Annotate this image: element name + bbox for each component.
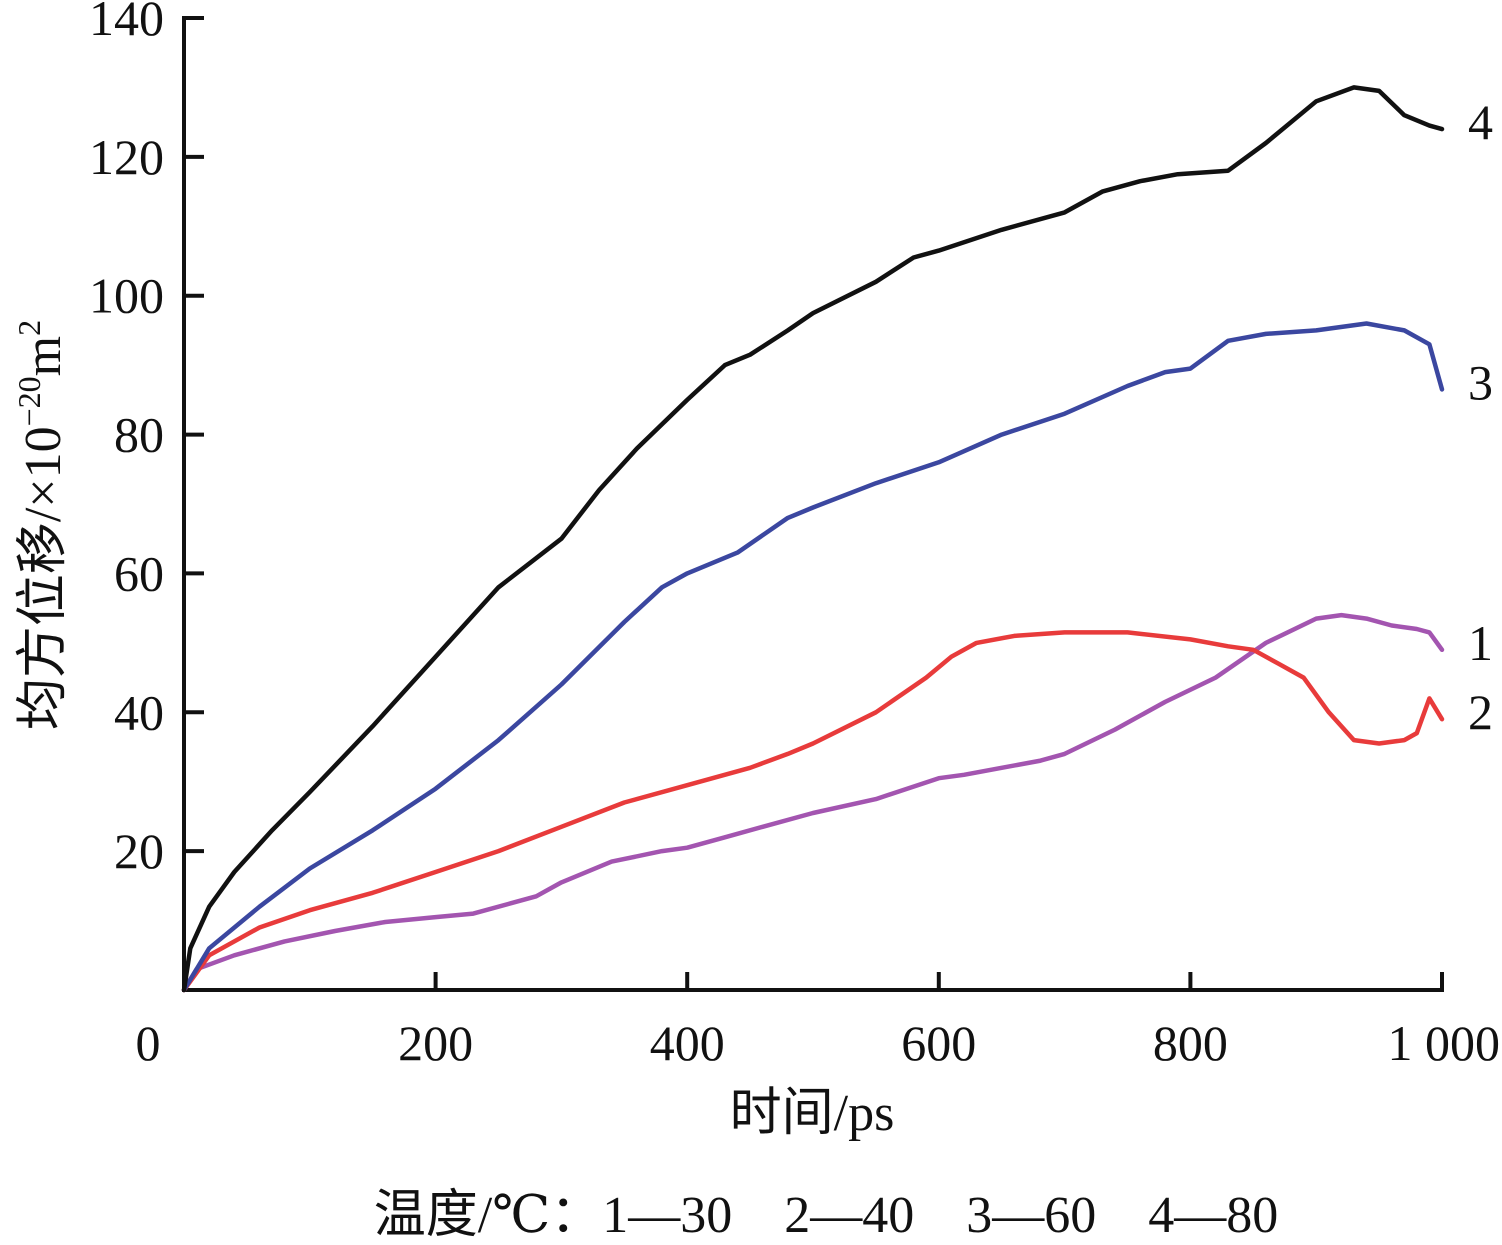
legend: 温度/℃：1—30 2—40 3—60 4—80 (374, 1187, 1279, 1244)
y-tick-label: 80 (114, 407, 164, 463)
y-tick-label: 120 (89, 129, 164, 185)
y-axis-title-unit-exponent: 2 (11, 320, 47, 336)
series-label-4: 4 (1468, 94, 1493, 150)
y-axis-title-exponent: −20 (11, 376, 47, 426)
axes (182, 16, 1444, 992)
series-labels: 1 2 3 4 (1468, 94, 1493, 740)
y-axis-title-main: 均方位移/×10 (15, 426, 72, 730)
x-tick-label: 400 (650, 1015, 725, 1071)
x-tick-label: 200 (398, 1015, 473, 1071)
series-line-4 (181, 85, 1445, 993)
series-label-1: 1 (1468, 615, 1493, 671)
series-line-1 (181, 612, 1445, 993)
series-line-2 (181, 630, 1445, 993)
y-tick-label: 40 (114, 684, 164, 740)
series-label-3: 3 (1468, 354, 1493, 410)
y-axis-title-unit: m (15, 336, 72, 376)
series-group (181, 85, 1445, 993)
x-tick-label: 1 000 (1388, 1015, 1501, 1071)
series-line-3 (181, 321, 1445, 993)
x-tick-label: 600 (901, 1015, 976, 1071)
y-tick-label: 20 (114, 823, 164, 879)
x-tick-label: 0 (136, 1015, 161, 1071)
y-tick-label: 140 (89, 0, 164, 46)
ticks: 0 200 400 600 800 1 000 20 40 60 80 100 120 140 (89, 0, 1500, 1071)
y-axis-title: 均方位移/×10−20m2 (11, 320, 72, 730)
y-tick-label: 100 (89, 268, 164, 324)
y-tick-label: 60 (114, 545, 164, 601)
x-tick-label: 800 (1153, 1015, 1228, 1071)
x-axis-title: 时间/ps (730, 1085, 895, 1142)
series-label-2: 2 (1468, 684, 1493, 740)
